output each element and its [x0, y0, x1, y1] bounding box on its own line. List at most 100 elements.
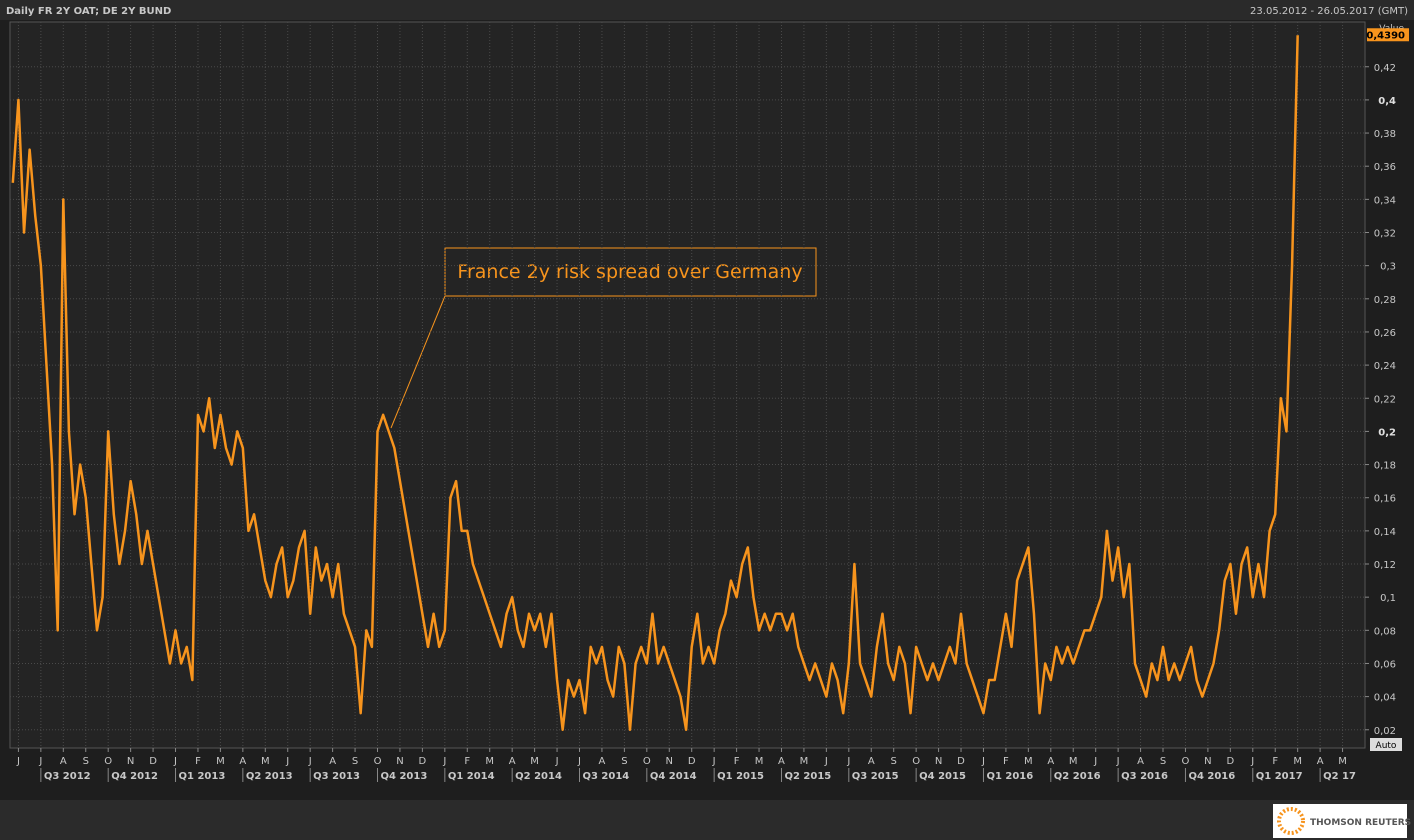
x-tick-label: J — [285, 756, 289, 767]
x-tick-label: J — [712, 756, 716, 767]
y-tick-label: 0,08 — [1374, 626, 1396, 637]
x-tick-label: A — [778, 756, 785, 767]
y-tick-label: 0,4 — [1378, 96, 1396, 107]
y-tick-label: 0,38 — [1374, 129, 1396, 140]
quarter-label: Q3 2016 — [1121, 771, 1168, 782]
x-tick-label: N — [396, 756, 403, 767]
x-tick-label: A — [599, 756, 606, 767]
x-tick-label: F — [1003, 756, 1009, 767]
y-tick-label: 0,34 — [1374, 195, 1396, 206]
plot-area — [9, 21, 1366, 749]
y-tick-label: 0,26 — [1374, 328, 1396, 339]
x-tick-label: M — [1024, 756, 1033, 767]
annotation-box — [444, 247, 817, 297]
x-tick-label: F — [1272, 756, 1278, 767]
quarter-label: Q1 2017 — [1256, 771, 1303, 782]
y-tick-label: 0,24 — [1374, 361, 1396, 372]
x-tick-label: J — [38, 756, 42, 767]
x-tick-label: F — [464, 756, 470, 767]
x-tick-label: M — [485, 756, 494, 767]
y-tick-label: 0,42 — [1374, 63, 1396, 74]
x-tick-label: O — [374, 756, 382, 767]
x-tick-label: A — [239, 756, 246, 767]
quarter-label: Q2 2015 — [784, 771, 831, 782]
x-tick-label: J — [555, 756, 559, 767]
x-tick-label: O — [104, 756, 112, 767]
x-tick-label: A — [60, 756, 67, 767]
brand-logo — [1277, 807, 1305, 835]
x-tick-label: N — [935, 756, 942, 767]
x-tick-label: J — [981, 756, 985, 767]
quarter-label: Q4 2012 — [111, 771, 158, 782]
quarter-label: Q3 2014 — [582, 771, 629, 782]
quarter-label: Q3 2015 — [852, 771, 899, 782]
x-tick-label: O — [1182, 756, 1190, 767]
quarter-label: Q1 2013 — [179, 771, 226, 782]
date-range: 23.05.2012 - 26.05.2017 (GMT) — [1250, 6, 1408, 17]
x-tick-label: J — [1093, 756, 1097, 767]
quarter-label: Q4 2013 — [381, 771, 428, 782]
quarter-label: Q2 2016 — [1054, 771, 1101, 782]
x-tick-label: A — [868, 756, 875, 767]
x-tick-label: A — [1317, 756, 1324, 767]
y-tick-label: 0,22 — [1374, 394, 1396, 405]
series-line — [11, 35, 1299, 732]
x-tick-label: M — [216, 756, 225, 767]
y-tick-label: 0,32 — [1374, 229, 1396, 240]
x-tick-label: O — [912, 756, 920, 767]
auto-box — [1370, 738, 1402, 751]
y-tick-label: 0,16 — [1374, 494, 1396, 505]
x-tick-label: M — [755, 756, 764, 767]
y-tick-label: 0,14 — [1374, 527, 1396, 538]
quarter-label: Q1 2014 — [448, 771, 495, 782]
x-tick-label: J — [1250, 756, 1254, 767]
quarter-label: Q4 2014 — [650, 771, 697, 782]
x-tick-label: J — [442, 756, 446, 767]
y-tick-label: 0,04 — [1374, 693, 1396, 704]
x-tick-label: D — [688, 756, 696, 767]
x-tick-label: M — [1069, 756, 1078, 767]
brand: THOMSON REUTERS — [1310, 818, 1411, 828]
x-tick-label: J — [308, 756, 312, 767]
x-tick-label: S — [352, 756, 358, 767]
quarter-label: Q4 2016 — [1188, 771, 1235, 782]
x-tick-label: D — [957, 756, 965, 767]
x-tick-label: A — [1137, 756, 1144, 767]
x-tick-label: J — [1116, 756, 1120, 767]
quarter-label: Q1 2016 — [986, 771, 1033, 782]
x-tick-label: F — [195, 756, 201, 767]
x-tick-label: M — [800, 756, 809, 767]
x-tick-label: J — [173, 756, 177, 767]
quarter-label: Q3 2013 — [313, 771, 360, 782]
y-tick-label: 0,06 — [1374, 659, 1396, 670]
y-tick-label: 0,36 — [1374, 162, 1396, 173]
x-tick-label: O — [643, 756, 651, 767]
x-tick-label: D — [149, 756, 157, 767]
x-tick-label: D — [1226, 756, 1234, 767]
current-value: 0,4390 — [1366, 30, 1405, 41]
x-tick-label: S — [1160, 756, 1166, 767]
x-tick-label: J — [577, 756, 581, 767]
x-tick-label: N — [1204, 756, 1211, 767]
y-tick-label: 0,28 — [1374, 295, 1396, 306]
current-value-box — [1367, 28, 1409, 42]
x-tick-label: N — [666, 756, 673, 767]
x-tick-label: M — [1338, 756, 1347, 767]
x-tick-label: S — [621, 756, 627, 767]
quarter-label: Q2 2014 — [515, 771, 562, 782]
quarter-label: Q4 2015 — [919, 771, 966, 782]
quarter-label: Q2 17 — [1323, 771, 1356, 782]
x-tick-label: S — [83, 756, 89, 767]
x-tick-label: S — [891, 756, 897, 767]
y-tick-label: 0,18 — [1374, 461, 1396, 472]
header-bar — [0, 0, 1414, 20]
y-tick-label: 0,02 — [1374, 726, 1396, 737]
y-tick-label: 0,12 — [1374, 560, 1396, 571]
x-tick-label: N — [127, 756, 134, 767]
x-tick-label: J — [824, 756, 828, 767]
quarter-label: Q3 2012 — [44, 771, 91, 782]
x-tick-label: A — [1047, 756, 1054, 767]
x-tick-label: M — [530, 756, 539, 767]
chart-title: Daily FR 2Y OAT; DE 2Y BUND — [6, 6, 171, 17]
